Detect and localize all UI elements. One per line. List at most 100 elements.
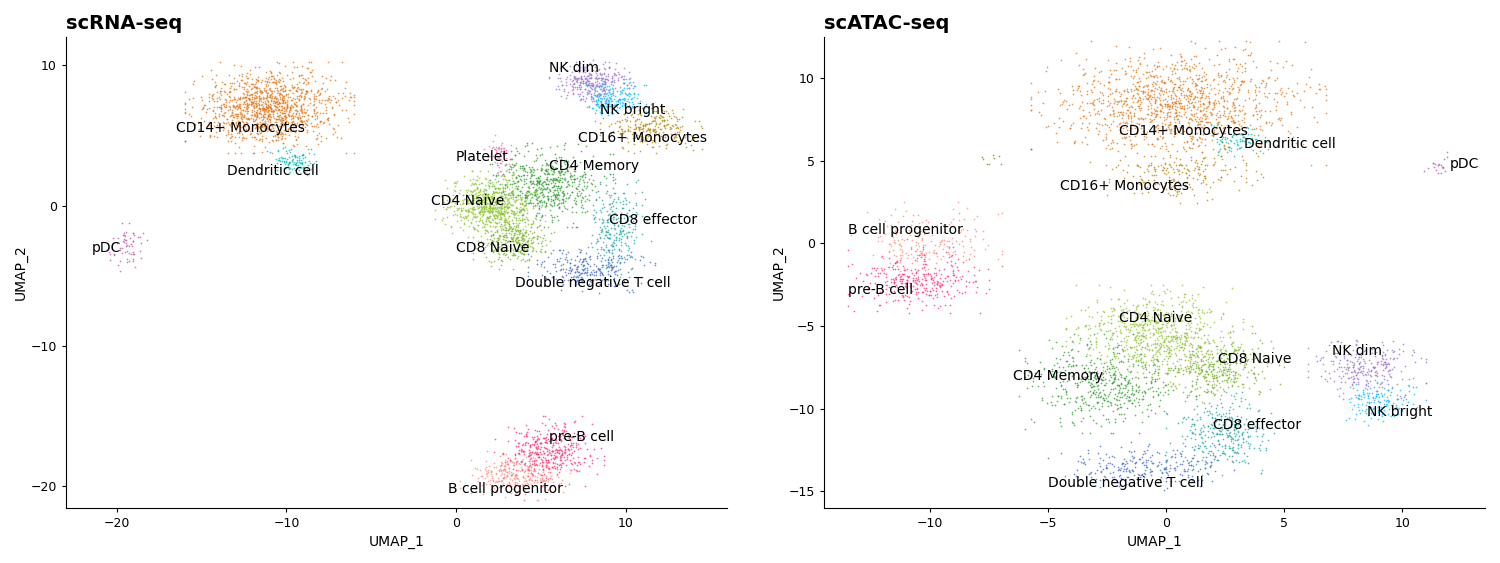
Point xyxy=(507,227,531,236)
Point xyxy=(480,197,504,206)
Point xyxy=(1232,437,1256,446)
Point xyxy=(256,110,280,119)
Point xyxy=(531,457,555,466)
Point xyxy=(236,106,260,115)
Point xyxy=(506,471,530,480)
Point xyxy=(280,125,304,134)
Text: CD8 effector: CD8 effector xyxy=(1214,418,1302,432)
Point xyxy=(1142,72,1166,81)
Point xyxy=(1150,96,1174,105)
Point xyxy=(602,176,625,185)
Point xyxy=(1124,305,1148,314)
Point xyxy=(1102,372,1126,381)
Point xyxy=(478,217,502,226)
Point xyxy=(926,279,950,288)
Point xyxy=(482,257,506,266)
Y-axis label: UMAP_2: UMAP_2 xyxy=(771,244,786,300)
Point xyxy=(272,112,296,121)
Point xyxy=(1380,348,1404,357)
Point xyxy=(1128,114,1152,123)
Point xyxy=(251,105,274,114)
Point xyxy=(628,109,652,118)
Point xyxy=(1007,346,1031,355)
Point xyxy=(586,265,610,274)
Point xyxy=(1172,87,1196,96)
Point xyxy=(1344,370,1368,379)
Point xyxy=(225,97,249,106)
Point xyxy=(219,118,243,127)
Point xyxy=(588,85,612,94)
Point xyxy=(574,80,598,89)
Point xyxy=(519,433,543,442)
Point xyxy=(579,171,603,180)
Point xyxy=(1131,408,1155,417)
Point xyxy=(278,152,302,161)
Point xyxy=(878,240,902,249)
Point xyxy=(496,469,520,478)
Point xyxy=(621,252,645,261)
Point xyxy=(214,114,238,123)
Point xyxy=(622,82,646,91)
Point xyxy=(294,74,318,83)
Point xyxy=(1086,385,1110,394)
Point xyxy=(879,263,903,272)
Point xyxy=(588,234,612,243)
Point xyxy=(574,163,598,172)
Point xyxy=(594,276,618,285)
Point xyxy=(962,246,986,255)
Point xyxy=(1096,77,1120,86)
Point xyxy=(1404,358,1428,367)
Point xyxy=(258,91,282,100)
Point xyxy=(255,146,279,155)
Point xyxy=(476,447,500,456)
Point xyxy=(1182,358,1206,367)
Point xyxy=(512,235,536,244)
Point xyxy=(1126,96,1150,105)
Point xyxy=(276,160,300,169)
Point xyxy=(225,122,249,131)
Point xyxy=(963,262,987,271)
Point xyxy=(549,162,573,171)
Point xyxy=(1239,48,1263,57)
Point xyxy=(496,159,520,168)
Point xyxy=(468,186,492,195)
Point xyxy=(1208,425,1231,434)
Point xyxy=(1184,93,1208,102)
Point xyxy=(294,126,318,135)
Point xyxy=(1110,310,1134,319)
Point xyxy=(1116,313,1140,322)
Point xyxy=(1176,319,1200,328)
Point xyxy=(1148,95,1172,104)
Point xyxy=(1026,107,1050,116)
Point xyxy=(278,123,302,132)
Point xyxy=(1128,319,1152,328)
Point xyxy=(615,229,639,238)
Point xyxy=(624,233,648,242)
Point xyxy=(1130,325,1154,334)
Point xyxy=(286,78,310,87)
Point xyxy=(492,492,516,501)
Point xyxy=(568,84,592,93)
Point xyxy=(1288,95,1312,104)
Point xyxy=(1143,99,1167,108)
Point xyxy=(1161,319,1185,328)
Point xyxy=(435,184,459,193)
Point xyxy=(1251,172,1275,181)
Point xyxy=(466,187,490,196)
Point xyxy=(489,242,513,251)
Point xyxy=(936,247,960,256)
Point xyxy=(525,495,549,504)
Point xyxy=(507,149,531,158)
Point xyxy=(1226,111,1250,120)
Point xyxy=(954,288,978,297)
Point xyxy=(483,145,507,154)
Point xyxy=(906,293,930,302)
Point xyxy=(1162,117,1186,126)
Point xyxy=(554,159,578,168)
Point xyxy=(243,89,267,98)
Point xyxy=(586,91,610,100)
Point xyxy=(614,95,638,104)
Point xyxy=(1389,367,1413,376)
Point xyxy=(584,96,608,105)
Point xyxy=(1230,356,1254,365)
